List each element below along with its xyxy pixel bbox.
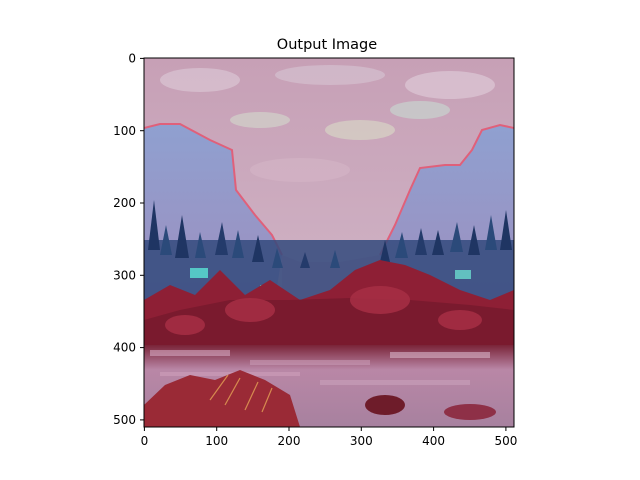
x-tick-label: 100: [205, 434, 228, 448]
y-tick-label: 400: [113, 341, 136, 355]
y-tick-label: 500: [113, 413, 136, 427]
axes-frame: [143, 57, 515, 428]
x-axis: 0 100 200 300 400 500: [141, 427, 517, 448]
y-axis: 0 100 200 300 400 500: [113, 52, 144, 427]
x-tick-label: 200: [278, 434, 301, 448]
x-tick-label: 400: [422, 434, 445, 448]
y-tick-label: 200: [113, 196, 136, 210]
x-tick-label: 0: [141, 434, 149, 448]
x-tick-label: 500: [494, 434, 517, 448]
x-tick-label: 300: [350, 434, 373, 448]
y-tick-label: 0: [128, 52, 136, 66]
y-tick-label: 100: [113, 124, 136, 138]
stylized-landscape-image: [144, 58, 514, 427]
y-tick-label: 300: [113, 268, 136, 282]
figure-title: Output Image: [277, 37, 377, 53]
